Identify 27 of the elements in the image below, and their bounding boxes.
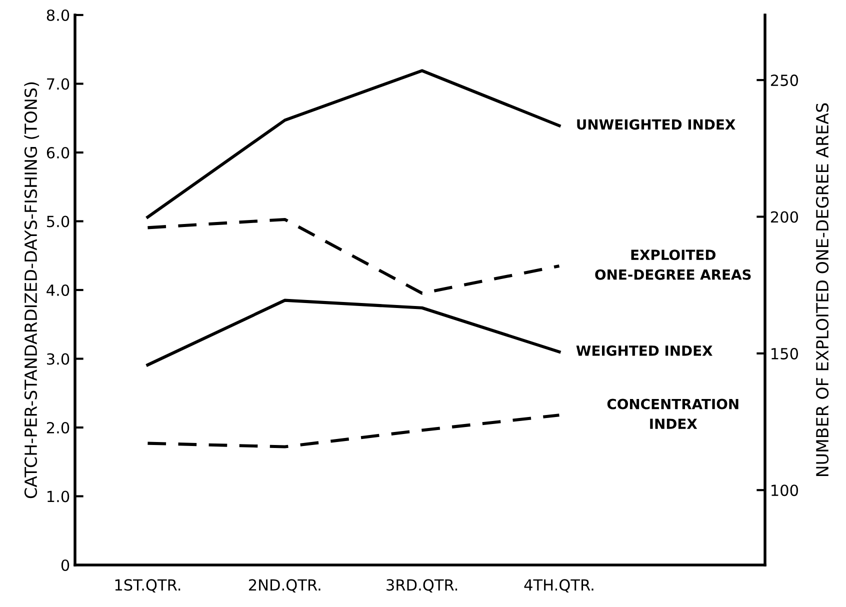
text: EXPLOITED ONE-DEGREE AREAS: [595, 250, 751, 280]
y-tick-label: 1.0: [48, 490, 70, 502]
text: CONCENTRATION INDEX: [607, 398, 738, 429]
y-tick-label: 0: [61, 559, 70, 572]
y2-tick-label: 200: [770, 211, 798, 223]
y-tick-label: 3.0: [47, 353, 70, 365]
x-tick-label: 2ND.QTR.: [248, 579, 320, 592]
x-tick-label: 3RD.QTR.: [386, 579, 458, 592]
y2-tick-label: 250: [770, 74, 798, 86]
y-tick-label: 8.0: [46, 9, 70, 22]
y-tick-label: 2.0: [46, 422, 70, 434]
line-series: [146, 298, 561, 366]
line-series: [146, 218, 561, 295]
series-label: UNWEIGHTED INDEX: [577, 119, 736, 130]
line-series: [146, 414, 561, 448]
line-series: [146, 69, 561, 219]
series-label: WEIGHTED INDEX: [576, 345, 712, 356]
y-tick-label: 6.0: [46, 146, 70, 159]
x-tick-label: 4TH.QTR.: [524, 579, 594, 592]
y-tick-label: 5.0: [47, 216, 70, 228]
y-tick-label: 7.0: [47, 78, 70, 90]
y2-tick-label: 150: [772, 348, 798, 360]
y-tick-label: 4.0: [46, 284, 70, 296]
y-axis-title: CATCH-PER-STANDARDIZED-DAYS-FISHING (TONS): [24, 82, 40, 498]
y2-axis-title: NUMBER OF EXPLOITED ONE-DEGREE AREAS: [816, 103, 829, 476]
y2-tick-label: 100: [772, 484, 798, 496]
x-tick-label: 1ST.QTR.: [115, 579, 180, 592]
